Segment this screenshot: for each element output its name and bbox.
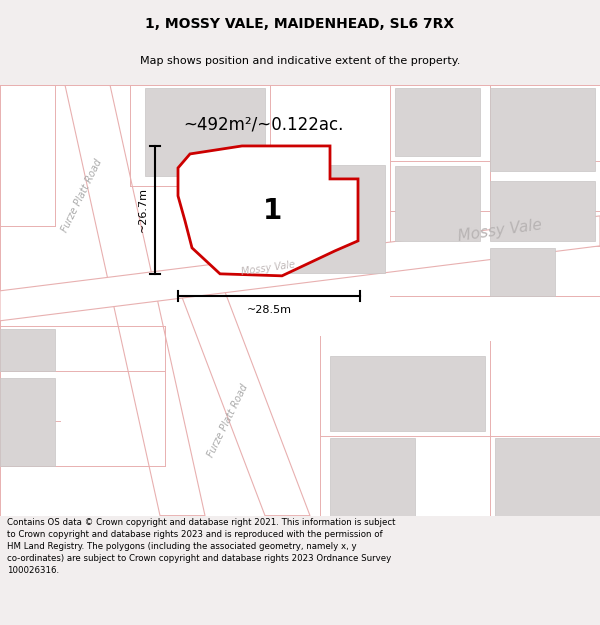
Bar <box>490 248 555 296</box>
Polygon shape <box>0 216 600 321</box>
Text: Map shows position and indicative extent of the property.: Map shows position and indicative extent… <box>140 56 460 66</box>
Text: Furze Platt Road: Furze Platt Road <box>60 158 104 234</box>
Text: Mossy Vale: Mossy Vale <box>457 217 543 244</box>
Text: Furze Platt Road: Furze Platt Road <box>206 382 250 459</box>
Bar <box>330 356 485 431</box>
Bar <box>490 181 595 241</box>
Polygon shape <box>175 279 310 516</box>
Text: ~492m²/~0.122ac.: ~492m²/~0.122ac. <box>183 116 343 134</box>
Bar <box>490 88 595 171</box>
Text: 1, MOSSY VALE, MAIDENHEAD, SL6 7RX: 1, MOSSY VALE, MAIDENHEAD, SL6 7RX <box>145 17 455 31</box>
Text: Contains OS data © Crown copyright and database right 2021. This information is : Contains OS data © Crown copyright and d… <box>7 518 396 576</box>
Bar <box>0 329 55 371</box>
Text: Mossy Vale: Mossy Vale <box>241 259 296 277</box>
Bar <box>495 438 600 516</box>
Text: ~28.5m: ~28.5m <box>247 305 292 315</box>
Text: ~26.7m: ~26.7m <box>138 188 148 232</box>
Bar <box>395 166 480 241</box>
Polygon shape <box>65 85 205 516</box>
Bar <box>395 88 480 156</box>
Bar <box>0 378 55 466</box>
Polygon shape <box>178 146 358 276</box>
Bar <box>255 165 385 273</box>
Bar <box>330 438 415 516</box>
Bar <box>145 88 265 176</box>
Text: 1: 1 <box>262 197 281 225</box>
